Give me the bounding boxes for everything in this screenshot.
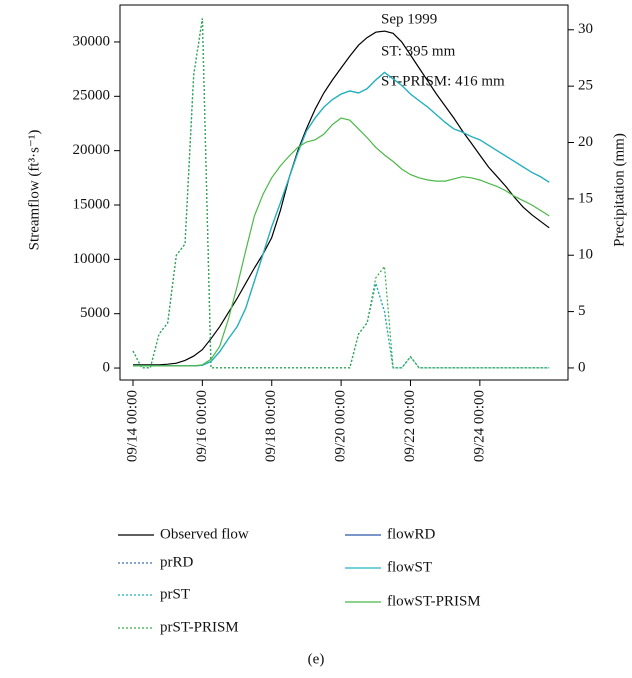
y-tick-label: 0 — [103, 359, 111, 375]
y-axis-label: Streamflow (ft³·s⁻¹) — [26, 130, 42, 251]
y2-tick-label: 5 — [578, 303, 586, 319]
legend-label: flowRD — [387, 526, 436, 542]
series-line — [133, 30, 550, 366]
x-tick-label: 09/16 00:00 — [194, 390, 210, 462]
y-tick-label: 25000 — [73, 88, 111, 104]
series-line — [133, 117, 550, 367]
legend-label: flowST — [387, 559, 432, 575]
y2-axis-label: Precipitation (mm) — [611, 133, 627, 247]
legend-label: prST — [160, 586, 190, 602]
y2-tick-label: 30 — [578, 21, 593, 37]
annotation: Sep 1999 — [381, 11, 437, 27]
legend-label: prST-PRISM — [160, 619, 239, 635]
y2-tick-label: 0 — [578, 359, 586, 375]
y-tick-label: 20000 — [73, 142, 111, 158]
x-tick-label: 09/24 00:00 — [471, 390, 487, 462]
caption: (e) — [308, 651, 325, 667]
y2-tick-label: 25 — [578, 78, 593, 94]
y2-tick-label: 15 — [578, 190, 593, 206]
series-line — [133, 71, 550, 367]
y-tick-label: 15000 — [73, 196, 111, 212]
x-tick-label: 09/18 00:00 — [263, 390, 279, 462]
series-line — [132, 18, 550, 369]
x-tick-label: 09/20 00:00 — [333, 390, 349, 462]
plot-frame — [119, 4, 569, 381]
x-tick-label: 09/14 00:00 — [124, 390, 140, 462]
series-line — [133, 71, 550, 367]
x-tick-label: 09/22 00:00 — [402, 390, 418, 462]
legend-label: flowST-PRISM — [387, 593, 481, 609]
y2-tick-label: 10 — [578, 247, 593, 263]
series-line — [132, 18, 550, 369]
y2-tick-label: 20 — [578, 134, 593, 150]
annotation: ST-PRISM: 416 mm — [381, 73, 505, 89]
y-tick-label: 10000 — [73, 251, 111, 267]
annotation: ST: 395 mm — [381, 43, 456, 59]
legend-label: prRD — [160, 554, 194, 570]
legend-label: Observed flow — [160, 526, 249, 542]
y-tick-label: 5000 — [80, 305, 110, 321]
series-line — [132, 18, 550, 369]
y-tick-label: 30000 — [73, 33, 111, 49]
